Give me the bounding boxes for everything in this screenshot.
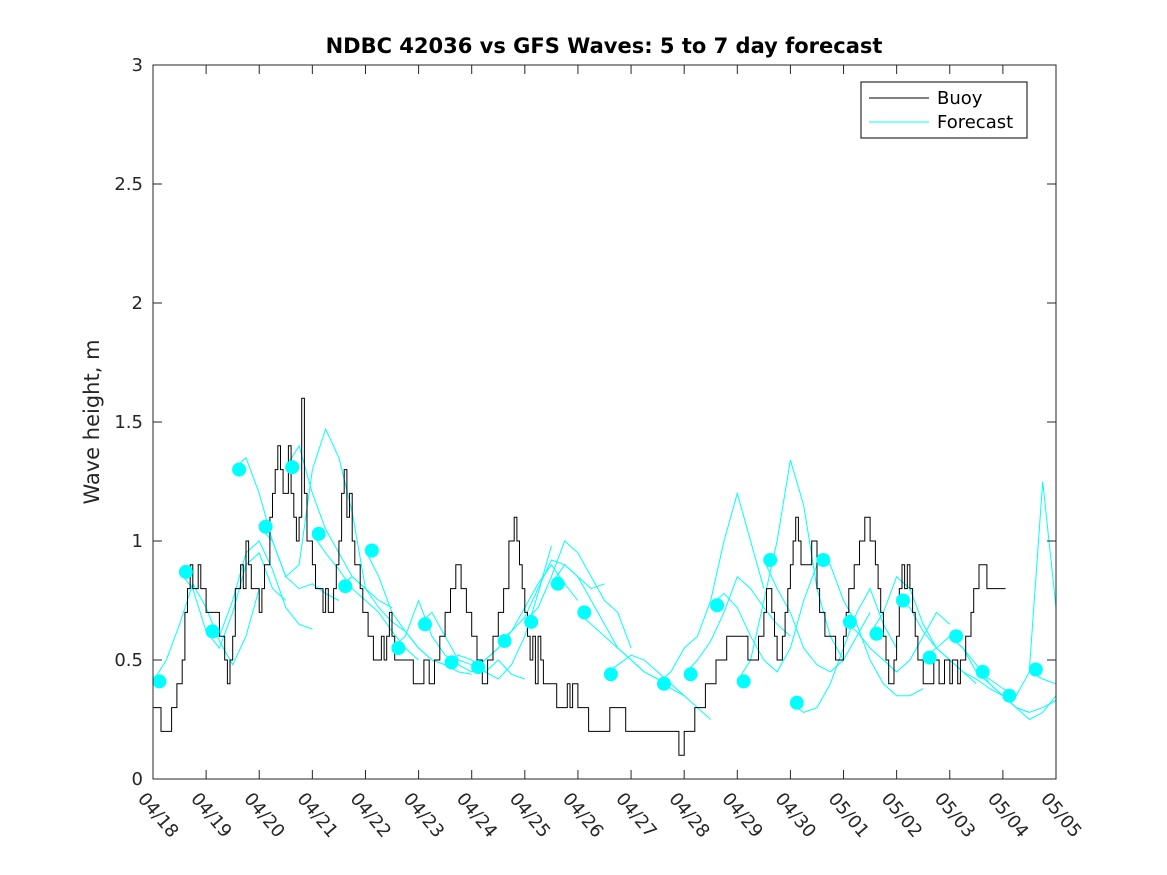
forecast-marker-21 [736,674,751,689]
legend-forecast-label: Forecast [937,112,1013,133]
chart-title: NDBC 42036 vs GFS Waves: 5 to 7 day fore… [326,34,883,58]
plot-area [152,397,1057,756]
forecast-marker-25 [842,614,857,629]
forecast-line-11 [444,545,552,680]
legend-buoy-label: Buoy [937,88,983,109]
forecast-line-25 [843,611,951,673]
forecast-marker-19 [683,667,698,682]
forecast-marker-8 [364,543,379,558]
legend-box [860,81,1028,139]
forecast-marker-16 [577,605,592,620]
forecast-line-14 [524,540,632,649]
forecast-line-18 [657,491,765,685]
y-tick-label-3: 1.5 [114,412,143,433]
forecast-marker-12 [471,660,486,675]
y-axis-ticks: 0 0.5 1 1.5 2 2.5 3 [114,55,1056,790]
forecast-marker-15 [550,576,565,591]
buoy-line [153,397,1006,756]
forecast-line-17 [604,654,712,720]
forecast-line-13 [498,559,605,642]
forecast-line-21 [736,459,844,682]
forecast-marker-14 [524,614,539,629]
y-tick-label-5: 2.5 [114,174,143,195]
forecast-line-1 [179,552,287,650]
forecast-line-22 [763,559,871,673]
legend: Buoy Forecast [860,81,1028,139]
forecast-marker-10 [418,617,432,632]
forecast-marker-0 [152,674,167,689]
forecast-line-31 [1002,695,1057,721]
forecast-line-8 [365,550,472,675]
forecast-marker-31 [1002,688,1017,703]
forecast-line-4 [258,427,366,589]
forecast-marker-17 [603,667,618,682]
forecast-markers [152,460,1043,710]
y-tick-label-2: 1 [132,531,143,552]
forecast-marker-28 [922,650,937,665]
forecast-marker-4 [258,519,273,534]
forecast-marker-32 [1028,662,1043,677]
forecast-marker-27 [896,593,910,608]
forecast-marker-3 [232,462,247,477]
y-tick-label-4: 2 [132,293,143,314]
forecast-marker-2 [205,624,220,639]
forecast-marker-26 [869,626,884,641]
forecast-line-24 [816,559,924,697]
forecast-marker-9 [391,641,406,656]
forecast-marker-29 [949,629,964,644]
forecast-marker-20 [710,598,725,613]
forecast-marker-18 [657,676,671,691]
forecast-marker-7 [338,579,353,594]
forecast-marker-13 [497,634,512,648]
forecast-marker-23 [789,695,804,710]
forecast-line-20 [710,564,818,673]
forecast-marker-11 [444,655,459,670]
forecast-marker-1 [178,564,193,579]
forecast-marker-5 [285,460,300,475]
forecast-line-32 [1028,481,1057,670]
forecast-marker-30 [975,664,990,679]
forecast-line-2 [205,540,313,637]
y-tick-label-6: 3 [132,55,143,76]
forecast-marker-24 [816,553,831,567]
forecast-line-19 [683,575,791,675]
forecast-marker-22 [763,553,778,567]
y-axis-label: Wave height, m [80,339,104,504]
y-tick-label-0: 0 [132,769,143,790]
buoy-series [153,397,1006,756]
y-tick-label-1: 0.5 [114,650,143,671]
forecast-marker-6 [311,526,326,541]
